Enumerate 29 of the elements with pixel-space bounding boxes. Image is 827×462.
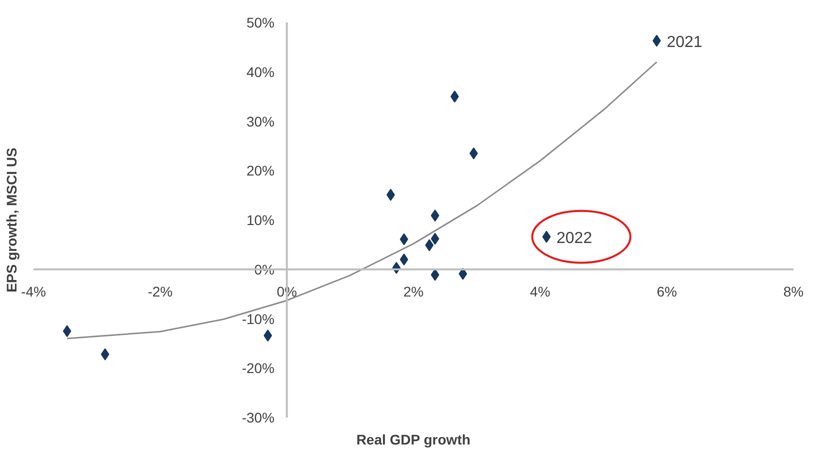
point [62, 325, 72, 338]
line-series [66, 61, 658, 340]
x-tick-label: 6% [656, 284, 677, 300]
x-axis-title: Real GDP growth [356, 432, 470, 448]
point [542, 230, 551, 243]
y-tick-label: 10% [246, 212, 275, 228]
y-tick-label: 20% [246, 162, 275, 179]
x-tick-label: -4% [21, 284, 46, 300]
x-tick-label: -2% [148, 284, 173, 300]
point [400, 233, 408, 246]
point [430, 268, 440, 281]
y-tick-label: -20% [242, 360, 275, 376]
y-tick-label: -10% [242, 310, 275, 327]
x-tick-label: 2% [403, 284, 424, 300]
point [430, 210, 440, 222]
y-tick-label: 50% [246, 14, 275, 30]
point [458, 268, 468, 280]
annotation: 2021 [666, 34, 702, 51]
annotation: 2022 [556, 230, 592, 247]
y-tick-label: -30% [242, 410, 275, 426]
x-tick-label: 8% [783, 284, 804, 300]
y-axis-title: EPS growth, MSCI US [4, 148, 20, 292]
point [430, 232, 440, 245]
point [400, 254, 408, 266]
x-tick-label: 4% [530, 284, 550, 300]
y-tick-label: 40% [246, 64, 275, 80]
point [100, 348, 110, 360]
x-tick-label: 0% [276, 284, 297, 300]
y-tick-label: 30% [246, 113, 275, 130]
